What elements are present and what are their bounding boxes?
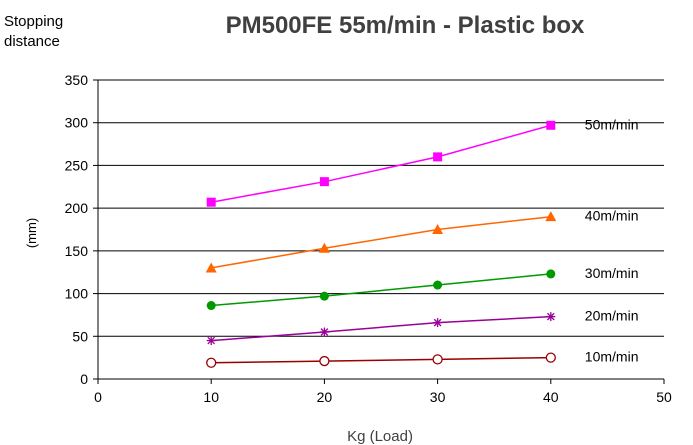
series-40m-per-min: [205, 211, 557, 273]
series-label: 20m/min: [585, 308, 639, 324]
series-line: [211, 215, 551, 269]
data-point: [319, 177, 329, 187]
series-group: [205, 120, 557, 368]
axes: [93, 79, 665, 384]
x-tick-label: 40: [543, 389, 559, 405]
data-point: [433, 152, 443, 162]
data-point: [205, 262, 217, 273]
data-point: [432, 354, 443, 365]
chart-title: PM500FE 55m/min - Plastic box: [226, 12, 585, 39]
x-tick-label: 10: [203, 389, 219, 405]
series-line: [211, 124, 552, 203]
data-point: [546, 312, 556, 322]
data-point: [206, 336, 216, 346]
series-label: 50m/min: [585, 116, 639, 132]
series-50m-per-min: [206, 120, 556, 207]
data-point: [318, 242, 330, 253]
data-point: [319, 291, 329, 301]
data-point: [545, 352, 556, 363]
data-point: [319, 327, 329, 337]
y-tick-label: 300: [65, 115, 89, 131]
x-tick-label: 50: [656, 389, 672, 405]
data-point: [433, 318, 443, 328]
x-tick-labels: 0 10 20 30 40 50: [94, 389, 672, 405]
series-line: [211, 273, 551, 307]
y-tick-label: 350: [65, 72, 89, 88]
series-label: 40m/min: [585, 208, 639, 224]
series-label: 10m/min: [585, 349, 639, 365]
y-tick-label: 150: [65, 243, 89, 259]
series-line: [211, 356, 551, 364]
y-tick-label: 200: [65, 200, 89, 216]
y-tick-label: 250: [65, 157, 89, 173]
data-point: [206, 301, 216, 311]
y-tick-label: 50: [72, 328, 88, 344]
y-axis-unit-label: (mm): [24, 218, 39, 248]
series-20m-per-min: [206, 312, 556, 346]
x-tick-label: 20: [317, 389, 333, 405]
data-point: [545, 211, 557, 222]
data-point: [206, 197, 216, 207]
x-tick-label: 30: [430, 389, 446, 405]
series-30m-per-min: [206, 269, 556, 311]
y-axis-label-line-2: distance: [4, 33, 60, 50]
data-point: [546, 120, 556, 130]
data-point: [432, 224, 444, 234]
x-tick-label: 0: [94, 389, 102, 405]
y-tick-labels: 0 50 100 150 200 250 300 350: [65, 72, 89, 387]
data-point: [546, 269, 556, 279]
series-label: 30m/min: [585, 265, 639, 281]
series-10m-per-min: [206, 352, 556, 368]
data-point: [433, 280, 443, 290]
data-point: [206, 357, 217, 368]
series-line: [211, 315, 551, 342]
x-axis-label: Kg (Load): [347, 428, 413, 445]
gridlines: [98, 79, 664, 337]
data-point: [319, 355, 330, 367]
y-axis-label-line-1: Stopping: [4, 13, 63, 30]
y-tick-label: 0: [80, 371, 88, 387]
y-tick-label: 100: [65, 286, 89, 302]
series-labels: 50m/min 40m/min 30m/min 20m/min 10m/min: [585, 116, 639, 364]
